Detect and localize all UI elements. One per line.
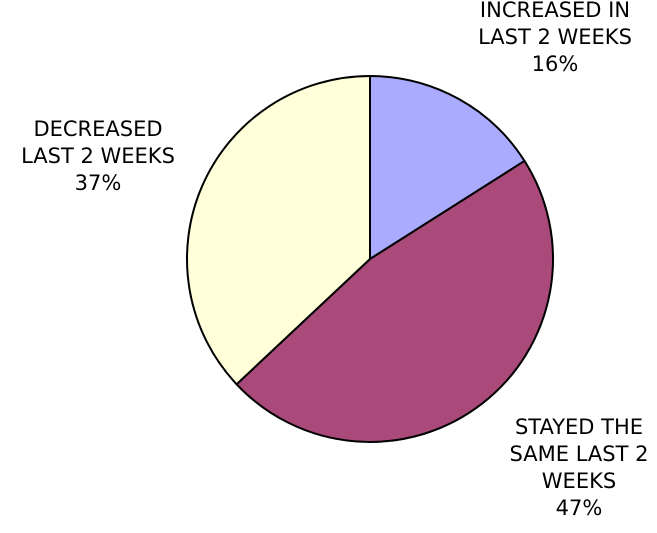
slice-label-1-line-1: SAME LAST 2: [510, 442, 649, 466]
slice-label-2-line-1: LAST 2 WEEKS: [21, 144, 175, 168]
slice-label-1-line-3: 47%: [556, 496, 603, 520]
slice-label-2-line-2: 37%: [75, 171, 122, 195]
slice-label-0: INCREASED IN LAST 2 WEEKS 16%: [478, 0, 632, 76]
slice-label-0-line-1: LAST 2 WEEKS: [478, 25, 632, 49]
slice-label-0-line-2: 16%: [532, 52, 579, 76]
pie-slice-2: [186, 75, 371, 386]
slice-label-2: DECREASED LAST 2 WEEKS 37%: [21, 117, 175, 195]
slice-label-1: STAYED THE SAME LAST 2 WEEKS 47%: [510, 415, 649, 520]
slice-label-2-line-0: DECREASED: [33, 117, 162, 141]
slice-label-1-line-2: WEEKS: [542, 469, 616, 493]
pie-slices: [186, 75, 554, 443]
slice-label-0-line-0: INCREASED IN: [480, 0, 630, 22]
slice-label-1-line-0: STAYED THE: [515, 415, 643, 439]
pie-slice-1: [235, 159, 554, 443]
pie-slice-0: [369, 75, 526, 260]
slice-labels: INCREASED IN LAST 2 WEEKS 16% STAYED THE SAM…: [21, 0, 648, 520]
